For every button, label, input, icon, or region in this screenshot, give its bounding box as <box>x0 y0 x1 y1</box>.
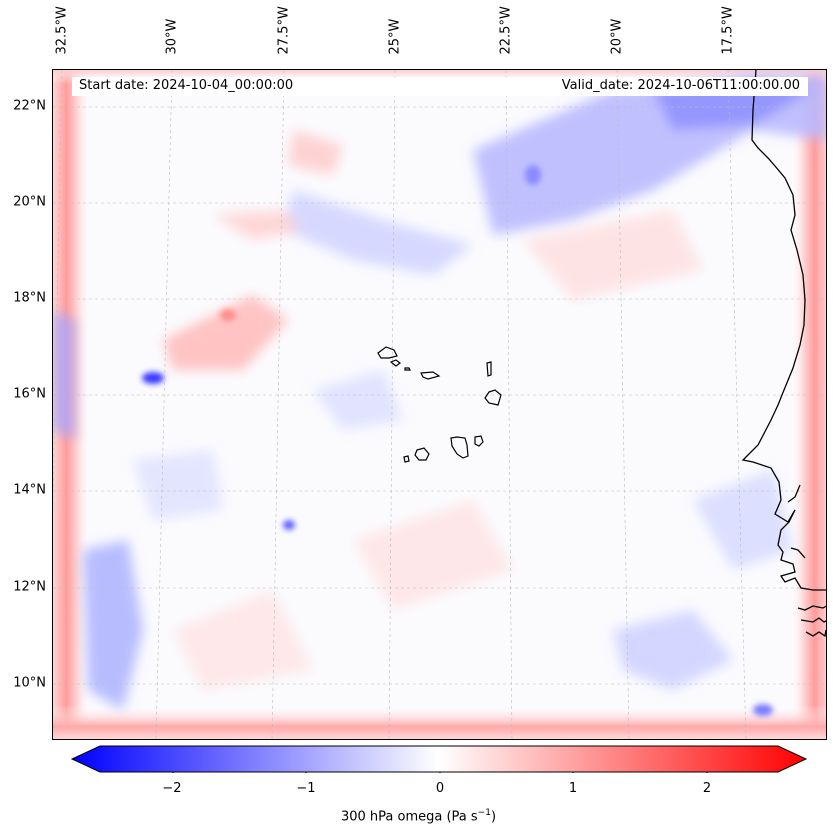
island-brava <box>403 455 410 463</box>
valid-date-label: Valid_date: 2024-10-06T11:00:00.00 <box>561 78 800 93</box>
island-santa-luzia <box>404 367 411 371</box>
island-fogo <box>414 447 430 461</box>
colorbar <box>70 745 808 773</box>
lon-label-27-5w: 27.5°W <box>276 6 292 55</box>
colorbar-tick-neg2: −2 <box>162 781 182 796</box>
lat-label-18n: 18°N <box>13 290 46 306</box>
header-band <box>72 77 808 96</box>
omega-anomaly-blobs <box>53 75 826 710</box>
colorbar-tick-2: 2 <box>702 781 712 796</box>
colorbar-label-suffix: ) <box>490 809 497 825</box>
colorbar-tick-neg1: −1 <box>296 781 316 796</box>
omega-field-map <box>53 70 826 739</box>
lon-label-20w: 20°W <box>609 18 625 55</box>
lon-label-30w: 30°W <box>164 18 180 55</box>
lon-label-32-5w: 32.5°W <box>54 6 70 55</box>
island-santo-antao <box>377 346 398 359</box>
lon-label-22-5w: 22.5°W <box>498 6 514 55</box>
lat-label-12n: 12°N <box>13 579 46 595</box>
lat-label-20n: 20°N <box>13 194 46 210</box>
island-sao-vicente <box>389 359 401 367</box>
lon-label-25w: 25°W <box>387 18 403 55</box>
island-sal <box>486 361 492 377</box>
start-date-label: Start date: 2024-10-04_00:00:00 <box>79 78 294 93</box>
colorbar-label-exponent: −1 <box>477 808 491 818</box>
colorbar-ramp <box>70 745 808 773</box>
cape-verde-islands <box>377 346 502 463</box>
colorbar-tick-marks <box>172 772 708 773</box>
lat-label-22n: 22°N <box>13 98 46 114</box>
lat-label-10n: 10°N <box>13 675 46 691</box>
coastline <box>741 70 826 638</box>
island-maio <box>474 435 484 447</box>
lat-label-14n: 14°N <box>13 482 46 498</box>
island-boa-vista <box>484 389 502 406</box>
lat-label-16n: 16°N <box>13 386 46 402</box>
colorbar-tick-1: 1 <box>568 781 578 796</box>
strong-updraft-cells <box>142 165 773 716</box>
island-sao-nicolau <box>420 371 441 380</box>
colorbar-tick-0: 0 <box>435 781 445 796</box>
lon-label-17-5w: 17.5°W <box>720 6 736 55</box>
map-plot-area[interactable] <box>52 69 827 740</box>
island-santiago <box>450 436 469 459</box>
graticule <box>53 70 826 739</box>
colorbar-label-text: 300 hPa omega (Pa s <box>340 809 478 825</box>
colorbar-label: 300 hPa omega (Pa s−1) <box>0 808 837 824</box>
